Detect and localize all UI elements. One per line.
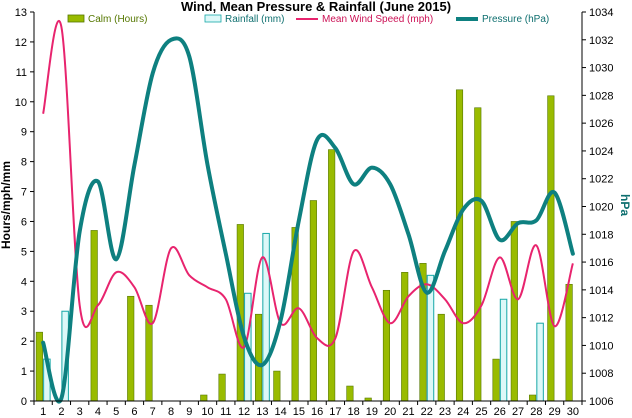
x-tick-label: 2 bbox=[58, 406, 64, 418]
x-tick-label: 18 bbox=[348, 406, 360, 418]
legend-swatch-calm bbox=[67, 14, 85, 23]
y-tick-label: 9 bbox=[21, 127, 27, 139]
calm-bar-21 bbox=[401, 272, 409, 402]
calm-bar-27 bbox=[510, 221, 518, 402]
y2-tick-label: 1022 bbox=[589, 174, 613, 186]
y-tick-label: 3 bbox=[21, 306, 27, 318]
calm-bar-13 bbox=[255, 313, 263, 402]
x-tick-label: 11 bbox=[220, 406, 231, 418]
y-tick-label: 2 bbox=[21, 336, 27, 348]
y2-tick-label: 1014 bbox=[589, 285, 613, 297]
x-tick-label: 23 bbox=[439, 406, 451, 418]
x-tick-label: 12 bbox=[238, 406, 250, 418]
x-tick-label: 26 bbox=[494, 406, 506, 418]
calm-bar-20 bbox=[382, 289, 391, 402]
calm-bar-18 bbox=[346, 385, 354, 402]
rainfall-bar-26 bbox=[499, 298, 508, 402]
legend-label: Pressure (hPa) bbox=[482, 14, 549, 25]
x-tick-label: 7 bbox=[150, 406, 156, 418]
x-tick-label: 22 bbox=[421, 406, 433, 418]
x-tick-label: 5 bbox=[113, 406, 119, 418]
x-tick-label: 25 bbox=[475, 406, 487, 418]
x-tick-label: 8 bbox=[168, 406, 174, 418]
x-tick-label: 24 bbox=[457, 406, 469, 418]
calm-bar-30 bbox=[565, 283, 573, 402]
calm-bar-28 bbox=[529, 394, 537, 402]
y-tick-label: 10 bbox=[15, 97, 27, 109]
legend: Calm (Hours) Rainfall (mm) Mean Wind Speed… bbox=[67, 14, 549, 25]
calm-bar-14 bbox=[273, 370, 281, 402]
y2-tick-label: 1010 bbox=[589, 340, 613, 352]
x-tick-label: 28 bbox=[530, 406, 542, 418]
chart-title: Wind, Mean Pressure & Rainfall (June 201… bbox=[181, 0, 451, 14]
y-tick-label: 1 bbox=[21, 366, 27, 378]
x-tick-label: 15 bbox=[293, 406, 305, 418]
x-tick-label: 1 bbox=[40, 406, 46, 418]
y2-tick-label: 1016 bbox=[589, 257, 613, 269]
y2-tick-label: 1024 bbox=[589, 146, 613, 158]
x-tick-label: 3 bbox=[77, 406, 83, 418]
calm-bar-26 bbox=[492, 358, 500, 402]
x-tick-label: 27 bbox=[512, 406, 524, 418]
x-tick-label: 4 bbox=[95, 406, 101, 418]
y2-tick-label: 1012 bbox=[589, 313, 613, 325]
y-tick-label: 6 bbox=[21, 216, 27, 228]
x-tick-label: 29 bbox=[548, 406, 560, 418]
x-tick-label: 16 bbox=[311, 406, 323, 418]
x-tick-label: 14 bbox=[274, 406, 286, 418]
rainfall-bar-28 bbox=[536, 322, 544, 402]
x-tick-label: 17 bbox=[329, 406, 341, 418]
y2-tick-label: 1006 bbox=[589, 396, 613, 408]
y2-tick-label: 1032 bbox=[589, 35, 613, 47]
y2-tick-label: 1018 bbox=[589, 229, 613, 241]
calm-bar-25 bbox=[474, 107, 482, 402]
wind-speed-line bbox=[42, 20, 574, 349]
legend-label: Mean Wind Speed (mph) bbox=[322, 14, 433, 25]
y2-tick-label: 1008 bbox=[589, 368, 613, 380]
y-tick-label: 11 bbox=[16, 67, 27, 79]
y2-tick-label: 1030 bbox=[589, 63, 613, 75]
x-tick-label: 19 bbox=[366, 406, 378, 418]
calm-bar-6 bbox=[127, 295, 135, 402]
x-tick-label: 10 bbox=[201, 406, 213, 418]
y2-axis-title: hPa bbox=[618, 194, 632, 216]
calm-bar-16 bbox=[309, 200, 317, 402]
calm-bar-29 bbox=[547, 95, 555, 402]
y2-tick-label: 1034 bbox=[589, 7, 613, 19]
legend-swatch-rainfall bbox=[204, 14, 222, 23]
x-tick-label: 6 bbox=[131, 406, 137, 418]
x-tick-label: 9 bbox=[186, 406, 192, 418]
y-tick-label: 7 bbox=[21, 187, 27, 199]
calm-bar-24 bbox=[455, 89, 464, 402]
y-tick-label: 13 bbox=[15, 7, 27, 19]
calm-bar-23 bbox=[437, 313, 445, 402]
x-tick-label: 21 bbox=[402, 406, 414, 418]
x-tick-label: 20 bbox=[384, 406, 396, 418]
y2-tick-label: 1028 bbox=[589, 90, 613, 102]
calm-bar-10 bbox=[200, 394, 208, 402]
y-tick-label: 0 bbox=[21, 396, 27, 408]
calm-bar-11 bbox=[218, 373, 226, 402]
y-tick-label: 12 bbox=[15, 37, 27, 49]
y-tick-label: 8 bbox=[21, 157, 27, 169]
legend-label: Rainfall (mm) bbox=[225, 14, 284, 25]
y-axis-title: Hours/mph/mm bbox=[0, 161, 13, 249]
y2-tick-label: 1020 bbox=[589, 202, 613, 214]
pressure-line bbox=[41, 36, 575, 404]
y-tick-label: 5 bbox=[21, 246, 27, 258]
x-tick-label: 13 bbox=[256, 406, 268, 418]
calm-bar-17 bbox=[328, 149, 336, 402]
legend-label: Calm (Hours) bbox=[88, 14, 147, 25]
x-tick-label: 30 bbox=[567, 406, 579, 418]
axes: 0123456789101112131006100810101012101410… bbox=[15, 7, 614, 418]
y-tick-label: 4 bbox=[21, 276, 27, 288]
y2-tick-label: 1026 bbox=[589, 118, 613, 130]
